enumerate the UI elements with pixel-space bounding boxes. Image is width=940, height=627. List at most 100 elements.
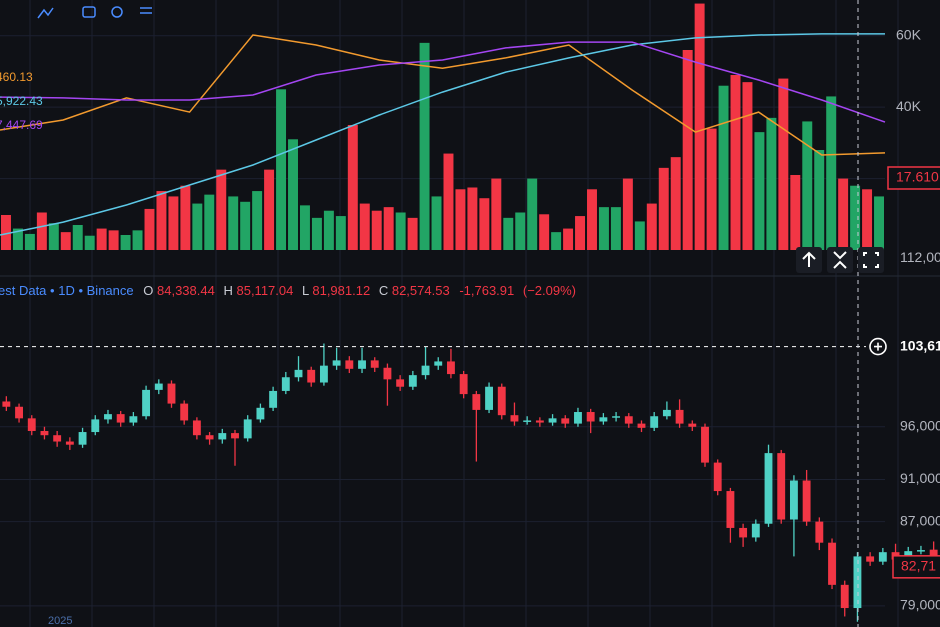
toolbar-icon-chart[interactable]: [37, 7, 54, 19]
candle-body: [777, 453, 786, 520]
candle-body: [878, 552, 887, 562]
volume-bar: [634, 221, 645, 250]
separator: •: [78, 283, 86, 298]
candle-body: [650, 416, 659, 428]
button-maximize[interactable]: [858, 247, 884, 273]
candle-body: [91, 419, 100, 433]
candle-body: [802, 480, 811, 522]
volume-bar: [264, 169, 275, 250]
symbol-header: est Data • 1D • Binance O 84,338.44 H 85…: [0, 283, 576, 298]
candle-body: [65, 441, 74, 445]
volume-bar: [419, 42, 430, 250]
price-marker-box: [892, 555, 940, 579]
volume-bar: [658, 167, 669, 250]
volume-bar: [228, 196, 239, 250]
volume-bar: [288, 139, 298, 250]
volume-bar: [108, 230, 119, 250]
volume-bar: [551, 232, 562, 250]
volume-bar: [646, 203, 657, 250]
candle-body: [751, 523, 760, 538]
volume-bar: [874, 196, 884, 250]
volume-bar: [252, 191, 263, 250]
volume-bar: [144, 208, 155, 250]
candle-body: [383, 367, 392, 380]
icon-arrow-up: [802, 251, 816, 267]
add-alert-plus: [874, 342, 882, 351]
volume-bar: [575, 216, 586, 250]
low-value: 81,981.12: [312, 283, 370, 298]
add-alert-icon: [869, 337, 887, 356]
volume-bar: [694, 3, 705, 251]
candle-body: [612, 416, 621, 418]
volume-bar: [706, 128, 717, 250]
candle-body: [307, 369, 316, 383]
volume-bar: [503, 217, 514, 250]
candle-body: [535, 420, 544, 423]
toolbar-icon-menu[interactable]: [140, 7, 152, 14]
toolbar-icon-camera[interactable]: [82, 6, 96, 18]
candle-body: [104, 414, 112, 420]
volume-bar: [778, 78, 789, 250]
volume-bar: [455, 189, 466, 250]
volume-bar: [598, 207, 609, 250]
candle-body: [599, 417, 608, 422]
candle-body: [574, 412, 582, 424]
panel-buttons: [796, 247, 884, 273]
candle-body: [789, 480, 798, 520]
open-label: O: [143, 283, 153, 298]
candle-body: [421, 365, 430, 376]
volume-bar: [132, 230, 143, 250]
candle-body: [662, 409, 671, 417]
candle-body: [154, 383, 163, 390]
last-value-box: [887, 166, 940, 190]
volume-bar: [359, 203, 370, 250]
volume-bar: [862, 189, 873, 250]
volume-bar: [323, 210, 334, 250]
candle-body: [27, 418, 36, 431]
volume-bar: [467, 187, 478, 250]
candle-body: [726, 491, 735, 528]
candle-body: [675, 409, 684, 424]
candle-body: [510, 415, 519, 422]
volume-bar: [802, 121, 813, 250]
volume-bar: [754, 132, 765, 250]
close-value: 82,574.53: [392, 283, 450, 298]
volume-bar: [826, 96, 837, 250]
volume-bar: [718, 85, 729, 250]
candle-body: [2, 401, 11, 407]
volume-bar: [539, 214, 550, 250]
volume-bar: [742, 82, 753, 251]
candle-body: [40, 430, 49, 436]
volume-bar: [96, 228, 107, 250]
high-value: 85,117.04: [236, 283, 293, 298]
volume-bar: [383, 207, 394, 250]
candle-body: [53, 435, 62, 442]
candle-body: [637, 423, 646, 428]
volume-bar: [24, 233, 35, 250]
moving-average-line: [0, 41, 886, 123]
price-marker-label: 103,61: [900, 337, 940, 353]
candle-body: [218, 433, 227, 440]
last-value-label: 17.610: [896, 169, 939, 185]
y-tick-label: 91,000: [900, 470, 940, 486]
ma-legend-value: 7,447.69: [0, 118, 43, 132]
high-label: H: [223, 283, 232, 298]
volume-bar: [1, 215, 11, 250]
volume-bar: [610, 207, 621, 250]
candle-body: [472, 394, 481, 410]
icon-collapse: [833, 251, 847, 269]
volume-bar: [204, 194, 215, 250]
volume-bar: [276, 89, 287, 251]
button-collapse[interactable]: [827, 247, 853, 273]
candle-body: [739, 527, 748, 538]
candle-body: [281, 377, 290, 391]
volume-bar: [12, 228, 23, 250]
toolbar-icon-settings[interactable]: [111, 6, 123, 18]
volume-bar: [431, 196, 442, 250]
close-label: C: [379, 283, 388, 298]
volume-bar: [371, 210, 382, 250]
volume-bar: [395, 212, 406, 250]
volume-bar: [766, 117, 777, 250]
